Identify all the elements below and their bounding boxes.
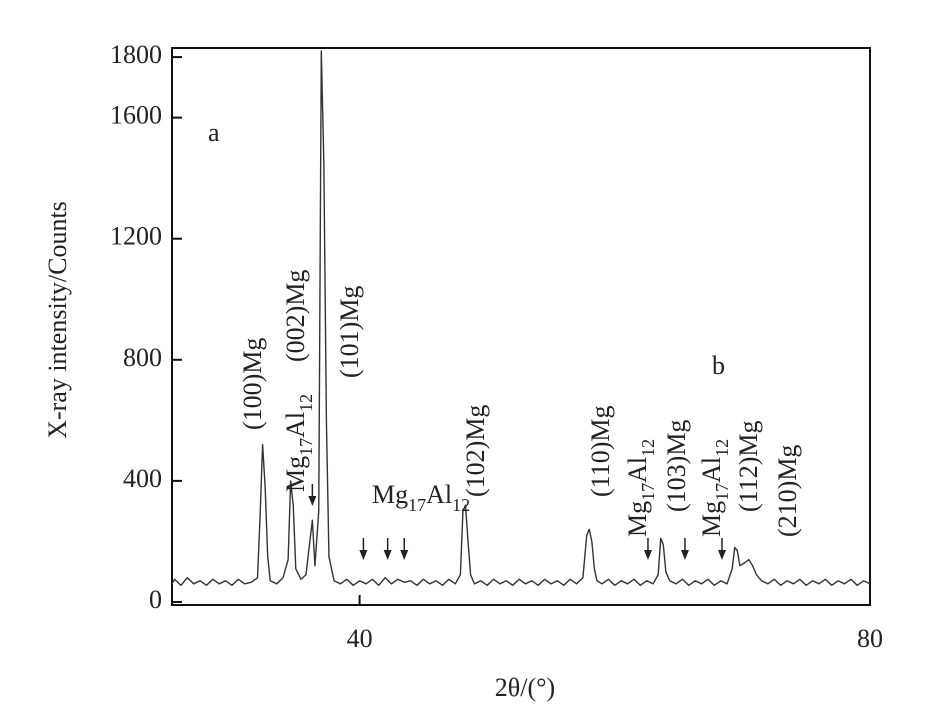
subscript: 12	[638, 439, 658, 457]
annotation: (112)Mg	[734, 421, 763, 512]
y-tick-label: 400	[123, 464, 162, 493]
arrow-head	[383, 550, 392, 560]
subscript: 12	[296, 394, 316, 412]
arrow	[643, 538, 652, 560]
plot-frame	[171, 47, 871, 606]
arrow-head	[308, 496, 317, 506]
annotation: b	[712, 351, 725, 380]
arrow	[680, 538, 689, 560]
arrow-head	[359, 550, 368, 560]
y-tick-label: 1600	[110, 101, 162, 130]
arrow-head	[680, 550, 689, 560]
xrd-line	[171, 50, 871, 587]
x-tick-label: 80	[857, 624, 883, 653]
arrow	[400, 538, 409, 560]
subscript: 17	[296, 438, 316, 456]
annotation: Mg17Al12	[372, 480, 470, 515]
x-tick-label: 40	[347, 624, 373, 653]
y-tick-label: 1200	[110, 222, 162, 251]
subscript: 17	[712, 483, 732, 501]
annotation: Mg17Al12	[281, 394, 316, 492]
annotation: (210)Mg	[773, 445, 802, 537]
subscript: 17	[638, 483, 658, 501]
subscript: 17	[408, 495, 426, 515]
arrow	[359, 538, 368, 560]
annotation: (110)Mg	[586, 406, 615, 497]
y-tick-label: 1800	[110, 40, 162, 69]
annotation: Mg17Al12	[697, 439, 732, 537]
subscript: 12	[452, 495, 470, 515]
subscript: 12	[712, 439, 732, 457]
annotation: (102)Mg	[461, 405, 490, 497]
y-axis-title: X-ray intensity/Counts	[43, 201, 72, 439]
arrow-head	[643, 550, 652, 560]
annotation: (100)Mg	[238, 338, 267, 430]
y-tick-label: 0	[149, 585, 162, 614]
arrow-head	[400, 550, 409, 560]
y-tick-label: 800	[123, 343, 162, 372]
annotation: (103)Mg	[662, 420, 691, 512]
arrow	[717, 538, 726, 560]
annotation: Mg17Al12	[623, 439, 658, 537]
x-axis-title: 2θ/(°)	[495, 673, 555, 702]
arrow	[383, 538, 392, 560]
annotation: (002)Mg	[281, 270, 310, 362]
annotation: a	[208, 118, 220, 147]
arrow	[308, 484, 317, 506]
arrow-head	[717, 550, 726, 560]
annotation: (101)Mg	[335, 286, 364, 378]
